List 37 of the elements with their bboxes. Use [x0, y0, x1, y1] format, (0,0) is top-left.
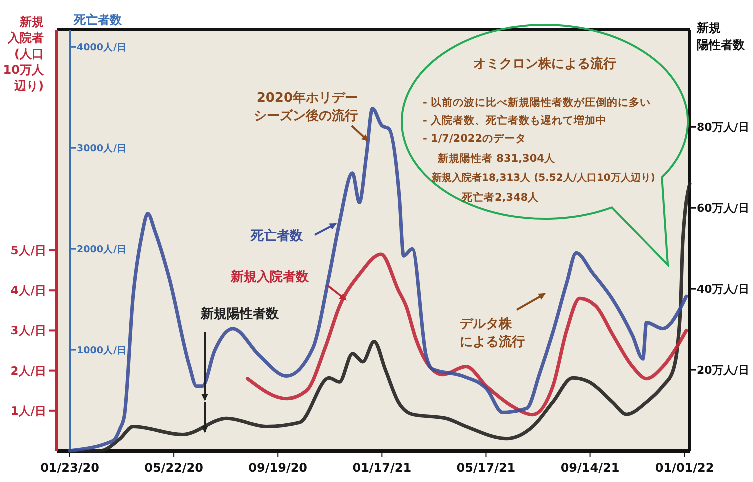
x-tick-label: 09/19/20	[248, 461, 308, 475]
line-series	[68, 182, 692, 453]
x-tick-label: 01/17/21	[352, 461, 412, 475]
x-tick-label: 09/14/21	[560, 461, 620, 475]
y-tick-label: 2人/日	[10, 364, 47, 378]
y2-tick-label: 3000人/日	[77, 142, 127, 154]
y2-tick-label: 4000人/日	[77, 41, 127, 54]
x-tick-label: 01/23/20	[40, 461, 100, 475]
y-tick-label: 5人/日	[10, 244, 47, 258]
y3-tick-label: 80万人/日	[697, 121, 750, 134]
annotation: - 1/7/2022のデータ	[423, 133, 527, 145]
annotation: - 以前の波に比べ新規陽性者数が圧倒的に多い	[423, 96, 652, 109]
y2-axis-title: 死亡者数	[73, 13, 123, 27]
x-tick-label: 05/17/21	[456, 461, 516, 475]
y2-tick-label: 1000人/日	[77, 344, 127, 356]
y-tick-label: 3人/日	[10, 324, 47, 338]
annotation: オミクロン株による流行	[474, 56, 616, 72]
text: 新規陽性者数	[200, 306, 280, 322]
x-tick-label: 01/01/22	[655, 461, 714, 475]
x-tick-label: 05/22/20	[144, 461, 204, 475]
annotation: 2020年ホリデーシーズン後の流行	[254, 91, 358, 124]
annotation: 新規入院者18,313人 (5.52人/人口10万人辺り)	[431, 172, 656, 184]
y3-tick-label: 20万人/日	[697, 364, 750, 377]
y-tick-label: 4人/日	[10, 284, 47, 298]
annotation: 死亡者2,348人	[461, 191, 540, 204]
legend-label: 死亡者数	[250, 228, 304, 244]
y3-tick-label: 60万人/日	[697, 202, 750, 215]
y3-axis-title: 新規陽性者数	[696, 21, 746, 52]
text: 新規入院者数	[230, 269, 310, 285]
annotation: デルタ株による流行	[460, 317, 525, 350]
annotation: 新規陽性者 831,304人	[437, 152, 556, 165]
annotation: - 入院者数、死亡者数も遅れて増加中	[423, 114, 608, 127]
y2-tick-label: 2000人/日	[77, 243, 127, 256]
line-series	[68, 107, 688, 453]
y3-tick-label: 40万人/日	[697, 282, 750, 296]
y-tick-label: 1人/日	[10, 404, 47, 418]
y-axis-title: 新規入院者(人口10万人辺り)	[3, 15, 45, 93]
